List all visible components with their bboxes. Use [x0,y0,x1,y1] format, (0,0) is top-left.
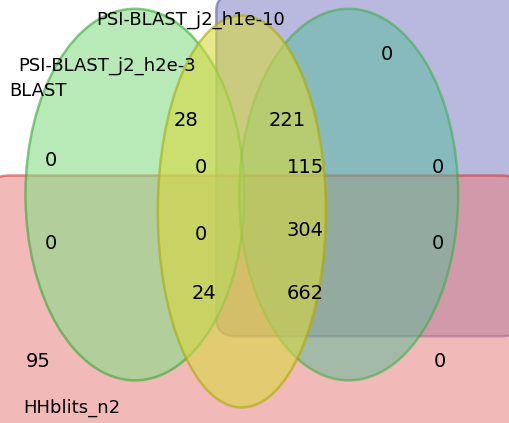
Text: 0: 0 [434,352,446,371]
Ellipse shape [25,9,244,380]
FancyBboxPatch shape [216,0,509,336]
Text: 0: 0 [195,225,207,244]
Text: 0: 0 [45,151,57,170]
Text: 115: 115 [287,158,324,176]
Text: 0: 0 [195,158,207,176]
Text: PSI-BLAST_j2_h1e-10: PSI-BLAST_j2_h1e-10 [97,11,286,30]
Text: 0: 0 [432,158,444,176]
Text: 221: 221 [269,111,306,130]
Ellipse shape [239,9,458,380]
Text: 0: 0 [381,46,393,64]
Text: HHblits_n2: HHblits_n2 [23,399,120,418]
Text: 28: 28 [174,111,198,130]
Text: 24: 24 [191,285,216,303]
Text: 304: 304 [287,221,324,240]
Text: 662: 662 [287,285,324,303]
Text: 0: 0 [45,234,57,253]
Text: PSI-BLAST_j2_h2e-3: PSI-BLAST_j2_h2e-3 [18,56,195,75]
FancyBboxPatch shape [0,176,509,423]
Text: BLAST: BLAST [9,82,67,100]
Text: 0: 0 [432,234,444,253]
Text: 95: 95 [26,352,50,371]
Ellipse shape [158,16,326,407]
